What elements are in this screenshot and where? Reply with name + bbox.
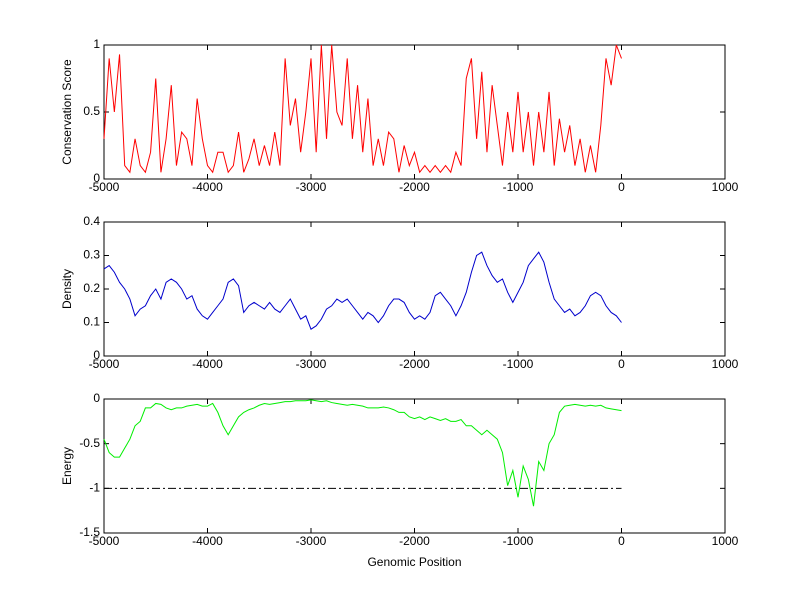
x-tick-label: -4000 (192, 180, 223, 194)
y-tick-label: 0.1 (83, 315, 100, 329)
x-tick-label: 1000 (712, 534, 739, 548)
x-tick-label: 0 (618, 357, 625, 371)
y-tick-label: -1 (89, 481, 100, 495)
axes-frame (103, 221, 726, 357)
y-axis-label: Conservation Score (60, 59, 74, 165)
y-tick-label: 0 (93, 171, 100, 185)
x-tick-label: 0 (618, 180, 625, 194)
x-tick-label: -4000 (192, 357, 223, 371)
axes-frame (103, 44, 726, 180)
data-line (103, 44, 622, 174)
x-tick-label: -5000 (89, 357, 120, 371)
x-tick-label: 1000 (712, 357, 739, 371)
x-tick-label: -3000 (296, 180, 327, 194)
y-tick-label: -1.5 (79, 525, 100, 539)
x-tick-label: -2000 (399, 180, 430, 194)
x-tick-label: -5000 (89, 180, 120, 194)
y-tick-label: 0.3 (83, 248, 100, 262)
x-tick-label: -1000 (503, 534, 534, 548)
y-axis-label: Density (60, 269, 74, 309)
y-axis-label: Energy (60, 447, 74, 485)
y-tick-label: 1 (93, 37, 100, 51)
axes-frame (103, 398, 726, 534)
y-tick-label: 0 (93, 391, 100, 405)
x-tick-label: -5000 (89, 534, 120, 548)
x-tick-label: -3000 (296, 357, 327, 371)
x-tick-label: 1000 (712, 180, 739, 194)
y-tick-label: 0.2 (83, 281, 100, 295)
x-axis-label: Genomic Position (367, 555, 461, 569)
y-tick-label: 0 (93, 348, 100, 362)
y-tick-label: 0.4 (83, 214, 100, 228)
y-tick-label: -0.5 (79, 436, 100, 450)
x-tick-label: -3000 (296, 534, 327, 548)
x-tick-label: -1000 (503, 357, 534, 371)
x-tick-label: -1000 (503, 180, 534, 194)
x-tick-label: 0 (618, 534, 625, 548)
x-tick-label: -4000 (192, 534, 223, 548)
y-tick-label: 0.5 (83, 104, 100, 118)
x-tick-label: -2000 (399, 357, 430, 371)
x-tick-label: -2000 (399, 534, 430, 548)
data-line (103, 251, 622, 330)
data-line (103, 399, 622, 507)
